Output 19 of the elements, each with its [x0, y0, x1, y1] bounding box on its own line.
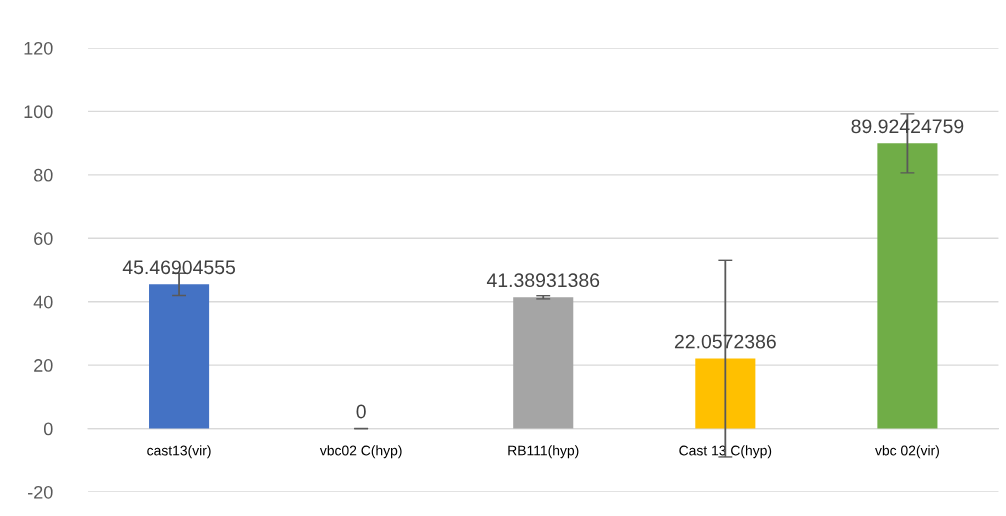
x-tick-label: RB111(hyp) [508, 445, 579, 459]
y-tick-label: 120 [24, 41, 53, 55]
x-tick-label: vbc 02(vir) [875, 445, 939, 459]
y-tick-label: 20 [34, 359, 53, 372]
y-tick-label: 80 [34, 168, 53, 182]
bar [695, 358, 756, 429]
data-label: 41.38931386 [486, 273, 600, 288]
data-label: 45.46904555 [122, 260, 236, 275]
bar [513, 297, 574, 429]
bar [877, 143, 938, 429]
data-label: 0 [356, 404, 366, 419]
y-tick-label: 0 [43, 422, 53, 436]
y-tick-label: -20 [28, 485, 53, 499]
bar [149, 284, 210, 429]
y-tick-label: 40 [33, 295, 53, 309]
y-tick-label: 60 [34, 232, 53, 245]
y-tick-label: 100 [24, 105, 53, 119]
x-tick-label: vbc02 C(hyp) [319, 445, 402, 459]
x-tick-label: cast13(vir) [147, 445, 211, 459]
